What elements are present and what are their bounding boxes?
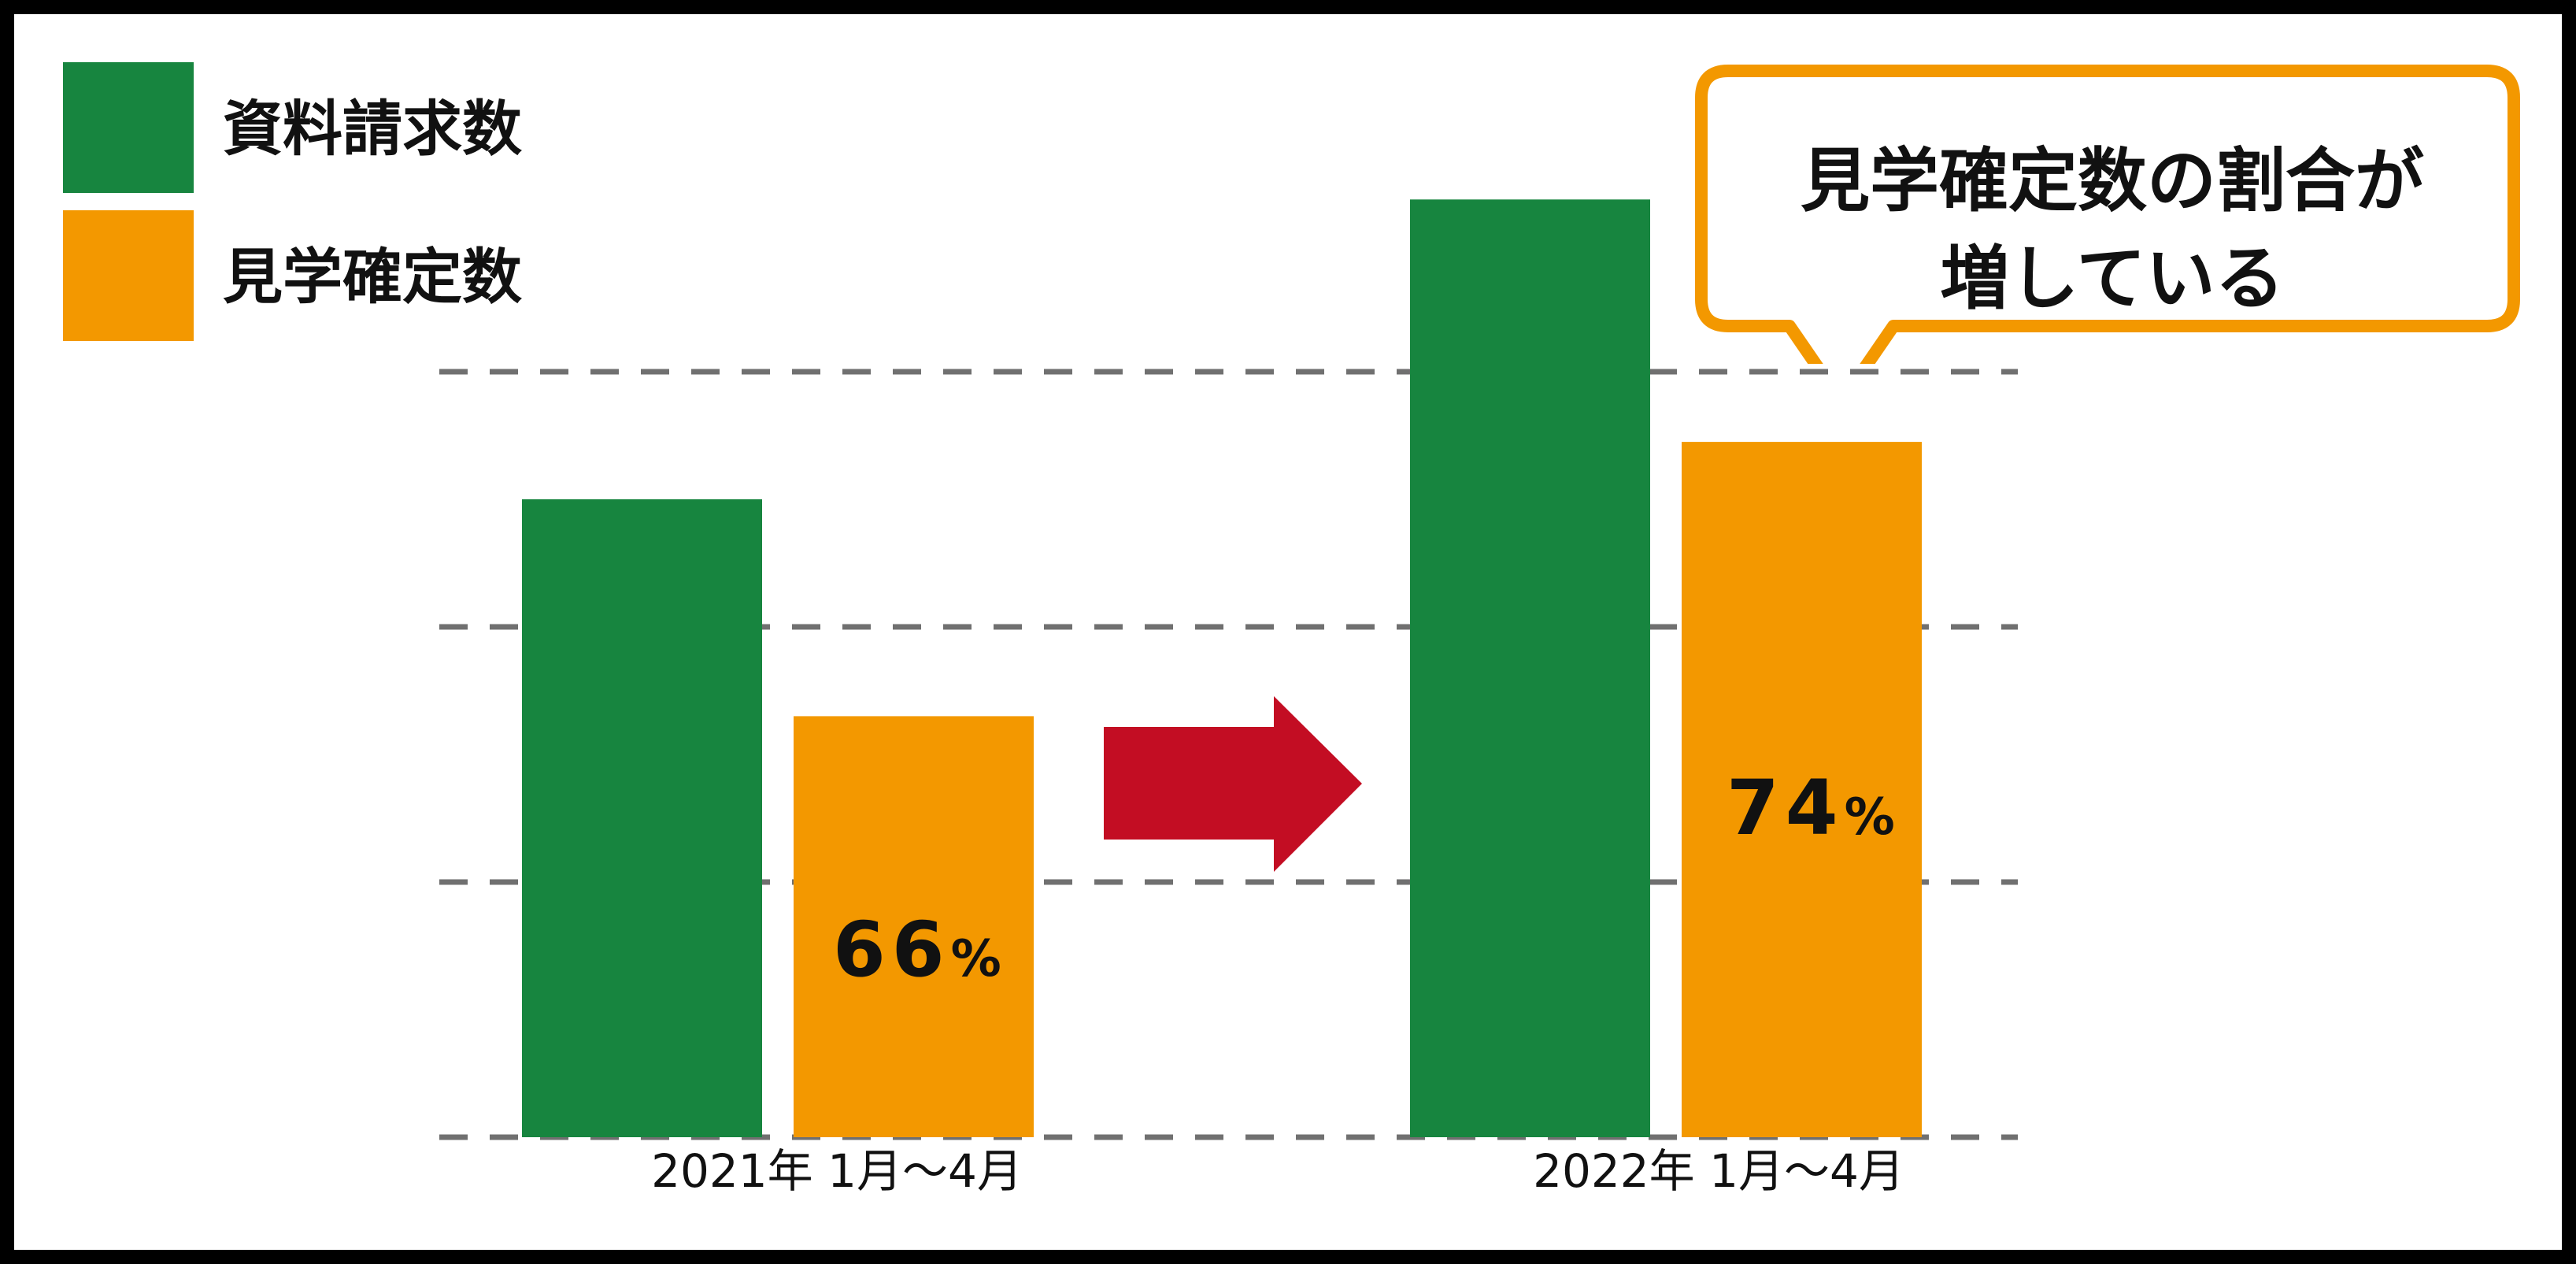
data-label-unit: % bbox=[950, 930, 1001, 988]
legend-swatch-request bbox=[63, 62, 194, 193]
chart-plot bbox=[439, 199, 2018, 1140]
data-label-2022-visit: 74% bbox=[1727, 770, 1895, 846]
legend-label-visit: 見学確定数 bbox=[223, 242, 522, 312]
callout-outline bbox=[1695, 65, 2520, 364]
callout-line-2: 増している bbox=[1940, 238, 2285, 319]
callout-bubble bbox=[1695, 65, 2520, 364]
chart-frame: 資料請求数 見学確定数 見学確定数の割合が 増している 2021年 1月～4月 … bbox=[14, 14, 2562, 1250]
category-label-2022: 2022年 1月～4月 bbox=[1533, 1144, 1904, 1198]
bar-visit-2022 bbox=[1682, 442, 1922, 1137]
data-label-value: 66 bbox=[833, 906, 951, 994]
bar-request-2022 bbox=[1410, 199, 1650, 1137]
data-label-unit: % bbox=[1844, 788, 1895, 847]
bar-visit-2021 bbox=[794, 716, 1034, 1137]
trend-arrow bbox=[1104, 696, 1362, 872]
data-label-value: 74 bbox=[1727, 764, 1845, 852]
callout-line-1: 見学確定数の割合が bbox=[1800, 140, 2424, 221]
bar-request-2021 bbox=[522, 499, 762, 1137]
category-label-2021: 2021年 1月～4月 bbox=[651, 1144, 1023, 1198]
bars bbox=[522, 199, 1922, 1137]
legend-label-request: 資料請求数 bbox=[223, 94, 522, 164]
legend-swatch-visit bbox=[63, 210, 194, 341]
data-label-2021-visit: 66% bbox=[833, 912, 1001, 988]
callout-text: 見学確定数の割合が 増している bbox=[1695, 132, 2530, 328]
